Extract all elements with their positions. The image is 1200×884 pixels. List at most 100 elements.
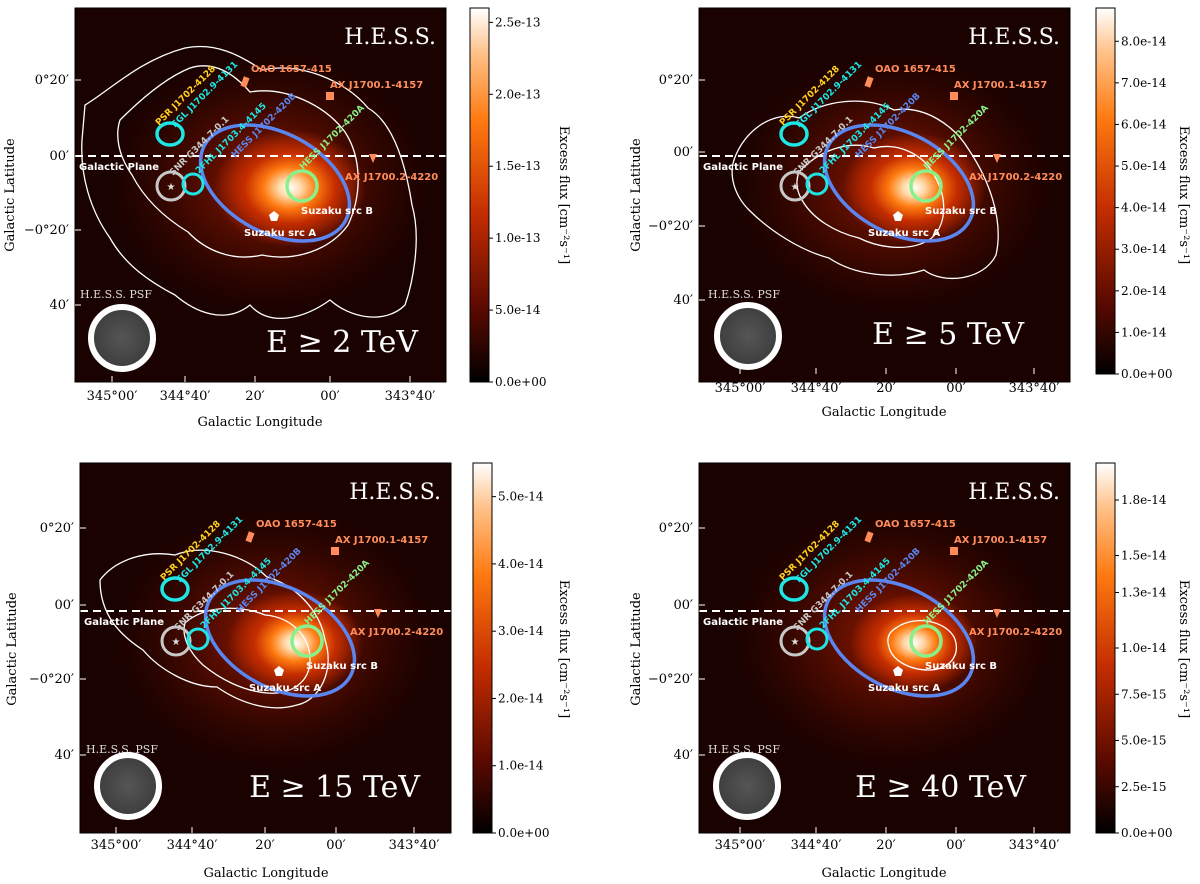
energy-label: E ≥ 15 TeV	[249, 770, 421, 805]
oao-diamond-icon	[245, 531, 255, 543]
ax1-square-icon	[331, 547, 339, 555]
suzaku-a-pentagon-icon	[893, 211, 903, 221]
colorbar-tick-label: 7.5e-15	[1121, 687, 1167, 701]
colorbar-tick-label: 1.0e-14	[498, 759, 544, 773]
colorbar-tick-label: 8.0e-14	[1121, 34, 1167, 48]
x-tick-label: 344°40′	[160, 389, 211, 404]
snr-circle	[779, 170, 811, 202]
x-tick-label: 00′	[946, 838, 966, 853]
colorbar-title: Excess flux [cm⁻²s⁻¹]	[1176, 580, 1191, 718]
colorbar-tick-label: 6.0e-14	[1121, 117, 1167, 131]
ax1-label: AX J1700.1-4157	[335, 535, 428, 546]
y-tick-label: 0°20′	[35, 73, 69, 88]
colorbar-tick-label: 5.0e-15	[1121, 734, 1167, 748]
colorbar-tick-label: 1.3e-14	[1121, 586, 1167, 600]
y-axis-title: Galactic Latitude	[5, 592, 20, 706]
x-tick-label: 343°40′	[1009, 838, 1060, 853]
colorbar	[1095, 462, 1116, 834]
galactic-plane-label: Galactic Plane	[703, 617, 783, 628]
x-tick-label: 20′	[245, 389, 265, 404]
y-tick-label: 0°20′	[40, 521, 74, 536]
colorbar-ticks: 0.0e+00 1.0e-14 2.0e-14 3.0e-14 4.0e-14 5.0e-…	[492, 490, 550, 840]
x-tick-label: 343°40′	[389, 838, 440, 853]
suzaku-b-label: Suzaku src B	[301, 206, 373, 217]
y-axis-title: Galactic Latitude	[629, 592, 644, 706]
ax1-square-icon	[950, 92, 958, 100]
snr-star-icon: ★	[791, 182, 800, 193]
y-ticks: 0°20′ 00′ −0°20′ 40′	[24, 73, 81, 313]
significance-contour	[117, 65, 359, 258]
colorbar-ticks: 0.0e+00 2.5e-15 5.0e-15 7.5e-15 1.0e-14 1.3e-…	[1115, 493, 1173, 840]
x-tick-label: 345°00′	[87, 389, 138, 404]
x-tick-label: 20′	[876, 381, 896, 396]
fgl-circle	[779, 576, 809, 602]
colorbar-tick-label: 3.0e-14	[498, 624, 544, 638]
colorbar-tick-label: 1.8e-14	[1121, 493, 1167, 507]
fgl-circle	[779, 121, 809, 147]
hess-b-ellipse	[203, 578, 357, 698]
psf-circle	[714, 302, 782, 370]
colorbar	[1095, 7, 1116, 375]
y-ticks: 0°20′ 00′ −0°20′ 40′	[648, 521, 705, 763]
psf-circle	[88, 304, 156, 372]
ax2-triangle-icon	[369, 154, 377, 163]
colorbar-tick-label: 2.0e-13	[495, 87, 541, 101]
energy-label: E ≥ 40 TeV	[855, 770, 1027, 805]
colorbar-tick-label: 2.0e-14	[1121, 284, 1167, 298]
colorbar	[472, 462, 493, 834]
psf-label: H.E.S.S. PSF	[708, 743, 780, 756]
colorbar-ticks: 0.0e+00 5.0e-14 1.0e-13 1.5e-13 2.0e-13 2.5e-…	[489, 15, 547, 389]
oao-label: OAO 1657-415	[875, 64, 956, 75]
colorbar-tick-label: 1.5e-13	[495, 159, 541, 173]
psf-circle	[94, 752, 162, 820]
ax2-triangle-icon	[993, 154, 1001, 163]
ax2-label: AX J1700.2-4220	[969, 627, 1062, 638]
oao-diamond-icon	[864, 76, 874, 88]
fhl-circle	[805, 172, 829, 196]
colorbar-tick-label: 0.0e+00	[495, 375, 547, 389]
x-axis-title: Galactic Longitude	[197, 415, 322, 430]
fhl-circle	[181, 172, 205, 196]
significance-contour	[81, 45, 417, 320]
hess-b-ellipse	[822, 578, 976, 698]
y-tick-label: 0°20′	[659, 73, 693, 88]
colorbar-tick-label: 2.5e-13	[495, 15, 541, 29]
x-tick-label: 344°40′	[791, 838, 842, 853]
colorbar-tick-label: 5.0e-14	[495, 303, 541, 317]
galactic-plane-label: Galactic Plane	[84, 617, 164, 628]
colorbar-title: Excess flux [cm⁻²s⁻¹]	[556, 580, 571, 718]
colorbar	[469, 7, 490, 383]
y-tick-label: −0°20′	[29, 672, 74, 687]
snr-star-icon: ★	[791, 637, 800, 648]
x-tick-label: 343°40′	[385, 389, 436, 404]
y-ticks: 0°20′ 00′ −0°20′ 40′	[29, 521, 86, 763]
ax1-label: AX J1700.1-4157	[330, 80, 423, 91]
significance-contour	[731, 100, 999, 280]
instrument-label: H.E.S.S.	[968, 480, 1060, 505]
ax2-label: AX J1700.2-4220	[345, 172, 438, 183]
hess-a-circle	[909, 624, 943, 658]
suzaku-b-label: Suzaku src B	[306, 661, 378, 672]
y-tick-label: 40′	[674, 748, 694, 763]
y-tick-label: −0°20′	[648, 672, 693, 687]
colorbar-tick-label: 5.0e-14	[1121, 159, 1167, 173]
x-tick-label: 343°40′	[1009, 381, 1060, 396]
ax2-label: AX J1700.2-4220	[969, 172, 1062, 183]
galactic-plane-label: Galactic Plane	[703, 162, 783, 173]
emission-hotspot	[227, 590, 363, 696]
snr-circle	[160, 625, 192, 657]
suzaku-a-label: Suzaku src A	[249, 683, 321, 694]
ax1-square-icon	[950, 547, 958, 555]
snr-circle	[779, 625, 811, 657]
oao-diamond-icon	[240, 76, 250, 88]
colorbar-ticks: 0.0e+00 1.0e-14 2.0e-14 3.0e-14 4.0e-14 5.0e-…	[1115, 34, 1173, 381]
colorbar-tick-label: 1.0e-14	[1121, 641, 1167, 655]
x-tick-label: 20′	[255, 838, 275, 853]
map-frame	[74, 7, 447, 383]
colorbar-tick-label: 0.0e+00	[1121, 367, 1173, 381]
oao-label: OAO 1657-415	[256, 519, 337, 530]
